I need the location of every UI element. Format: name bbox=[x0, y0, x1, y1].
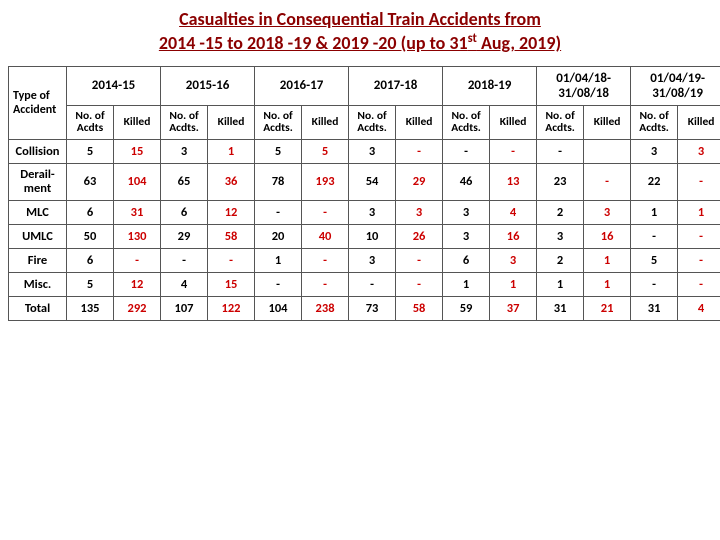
row-misc: Misc. 512 415 -- -- 11 11 -- bbox=[9, 272, 720, 296]
sub-no-acdts-4: No. ofAcdts. bbox=[349, 105, 396, 139]
row-collision: Collision 515 31 55 3- -- - 33 bbox=[9, 140, 720, 164]
label-fire: Fire bbox=[9, 248, 67, 272]
title-sup: st bbox=[468, 31, 477, 46]
sub-killed-2: Killed bbox=[208, 105, 255, 139]
row-mlc: MLC 631 612 -- 33 34 23 11 bbox=[9, 200, 720, 224]
sub-no-acdts-2: No. ofAcdts. bbox=[161, 105, 208, 139]
title-line2b: Aug, 2019) bbox=[477, 32, 561, 54]
casualties-table: Type of Accident 2014-15 2015-16 2016-17… bbox=[8, 66, 720, 321]
sub-killed-6: Killed bbox=[584, 105, 631, 139]
sub-killed-1: Killed bbox=[114, 105, 161, 139]
year-2015-16: 2015-16 bbox=[161, 66, 255, 105]
sub-no-acdts-5: No. ofAcdts. bbox=[443, 105, 490, 139]
row-derailment: Derail-ment 63104 6536 78193 5429 4613 2… bbox=[9, 164, 720, 201]
year-2016-17: 2016-17 bbox=[255, 66, 349, 105]
label-total: Total bbox=[9, 296, 67, 320]
sub-no-acdts-6: No. ofAcdts. bbox=[537, 105, 584, 139]
year-2014-15: 2014-15 bbox=[67, 66, 161, 105]
row-total: Total 135292 107122 104238 7358 5937 312… bbox=[9, 296, 720, 320]
label-umlc: UMLC bbox=[9, 224, 67, 248]
sub-no-acdts-1: No. ofAcdts bbox=[67, 105, 114, 139]
title-line1: Casualties in Consequential Train Accide… bbox=[179, 8, 541, 30]
row-umlc: UMLC 50130 2958 2040 1026 316 316 -- bbox=[9, 224, 720, 248]
year-2018-19: 2018-19 bbox=[443, 66, 537, 105]
label-collision: Collision bbox=[9, 140, 67, 164]
title-line2a: 2014 -15 to 2018 -19 & 2019 -20 (up to 3… bbox=[159, 32, 468, 54]
row-fire: Fire 6- -- 1- 3- 63 21 5- bbox=[9, 248, 720, 272]
year-2017-18: 2017-18 bbox=[349, 66, 443, 105]
type-of-accident-header: Type of Accident bbox=[9, 66, 67, 139]
sub-killed-3: Killed bbox=[302, 105, 349, 139]
sub-killed-4: Killed bbox=[396, 105, 443, 139]
label-derailment: Derail-ment bbox=[9, 164, 67, 201]
sub-killed-5: Killed bbox=[490, 105, 537, 139]
sub-killed-7: Killed bbox=[678, 105, 720, 139]
label-misc: Misc. bbox=[9, 272, 67, 296]
year-apr-aug-19: 01/04/19- 31/08/19 bbox=[631, 66, 720, 105]
label-mlc: MLC bbox=[9, 200, 67, 224]
sub-no-acdts-3: No. ofAcdts. bbox=[255, 105, 302, 139]
sub-no-acdts-7: No. ofAcdts. bbox=[631, 105, 678, 139]
year-apr-aug-18: 01/04/18- 31/08/18 bbox=[537, 66, 631, 105]
